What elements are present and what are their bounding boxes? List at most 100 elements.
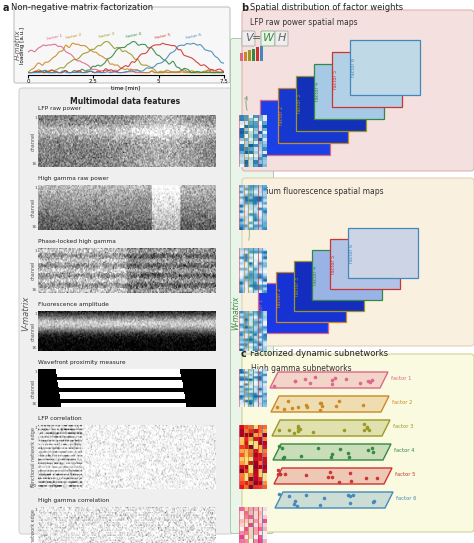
Point bbox=[302, 470, 310, 479]
FancyBboxPatch shape bbox=[14, 7, 230, 83]
FancyBboxPatch shape bbox=[230, 39, 273, 534]
Text: factor 6: factor 6 bbox=[185, 33, 202, 40]
Text: c: c bbox=[241, 349, 247, 359]
Point bbox=[315, 444, 322, 452]
Text: channel: channel bbox=[31, 131, 36, 151]
Polygon shape bbox=[275, 492, 393, 508]
Point bbox=[285, 426, 293, 435]
Point bbox=[280, 404, 287, 413]
Point bbox=[328, 450, 336, 459]
Text: Calcium fluorescence spatial maps: Calcium fluorescence spatial maps bbox=[250, 187, 383, 196]
Point bbox=[370, 448, 377, 457]
Point bbox=[369, 497, 377, 506]
Text: High gamma correlation: High gamma correlation bbox=[38, 498, 109, 503]
Text: 1: 1 bbox=[34, 249, 37, 253]
Point bbox=[335, 397, 342, 406]
Point bbox=[274, 470, 282, 478]
FancyBboxPatch shape bbox=[242, 354, 474, 532]
Y-axis label: loading [a.u.]: loading [a.u.] bbox=[20, 27, 25, 64]
Bar bbox=[348, 228, 418, 278]
Text: Drug
application: Drug application bbox=[260, 319, 291, 330]
Text: factor 1: factor 1 bbox=[259, 299, 264, 318]
Point bbox=[318, 401, 326, 410]
Point bbox=[275, 442, 283, 451]
Point bbox=[374, 473, 381, 482]
Point bbox=[366, 377, 374, 386]
Point bbox=[368, 376, 376, 384]
Point bbox=[306, 379, 314, 388]
Point bbox=[362, 473, 370, 482]
Text: V-matrix: V-matrix bbox=[21, 295, 30, 331]
Text: LFP correlation: LFP correlation bbox=[38, 416, 82, 421]
Text: 16: 16 bbox=[31, 402, 37, 406]
Point bbox=[271, 382, 278, 390]
Text: 1: 1 bbox=[34, 312, 37, 316]
Point bbox=[344, 449, 352, 458]
Point bbox=[328, 472, 336, 481]
Text: LFP raw power spatial maps: LFP raw power spatial maps bbox=[250, 18, 357, 27]
Text: 16: 16 bbox=[31, 288, 37, 292]
Point bbox=[309, 427, 317, 436]
Point bbox=[288, 403, 296, 412]
Point bbox=[301, 375, 309, 384]
Point bbox=[340, 426, 347, 434]
Text: factor 4: factor 4 bbox=[394, 448, 414, 453]
Text: Spatial distribution of factor weights: Spatial distribution of factor weights bbox=[250, 3, 403, 12]
Point bbox=[349, 491, 356, 500]
Point bbox=[327, 453, 335, 462]
Text: 1: 1 bbox=[34, 426, 37, 430]
Bar bbox=[252, 48, 255, 61]
Point bbox=[285, 492, 293, 501]
Bar bbox=[240, 53, 243, 61]
Point bbox=[281, 453, 288, 462]
Point bbox=[297, 425, 304, 433]
Point bbox=[317, 405, 324, 414]
Text: factor 4: factor 4 bbox=[313, 266, 318, 285]
Point bbox=[292, 376, 299, 385]
Text: H-matrix: H-matrix bbox=[15, 30, 21, 60]
FancyBboxPatch shape bbox=[261, 31, 275, 46]
Point bbox=[281, 470, 289, 478]
Text: LFP raw power: LFP raw power bbox=[38, 106, 81, 111]
Text: factor 2: factor 2 bbox=[277, 287, 282, 307]
Point bbox=[365, 426, 373, 434]
Text: H: H bbox=[278, 33, 286, 43]
Polygon shape bbox=[274, 468, 392, 484]
Text: High gamma raw power: High gamma raw power bbox=[38, 176, 109, 181]
Text: factor 3: factor 3 bbox=[295, 276, 300, 295]
Text: V: V bbox=[245, 33, 252, 43]
Point bbox=[294, 402, 302, 411]
Text: channel: channel bbox=[31, 261, 36, 280]
Point bbox=[294, 421, 302, 430]
FancyBboxPatch shape bbox=[275, 31, 288, 46]
Text: b: b bbox=[241, 3, 248, 13]
Point bbox=[331, 374, 338, 382]
Polygon shape bbox=[270, 372, 388, 388]
Point bbox=[290, 500, 298, 508]
Polygon shape bbox=[273, 444, 391, 460]
Text: factor 2: factor 2 bbox=[65, 33, 82, 40]
FancyBboxPatch shape bbox=[242, 10, 474, 171]
Bar bbox=[312, 250, 382, 300]
Text: Drug
application: Drug application bbox=[262, 141, 292, 152]
FancyBboxPatch shape bbox=[242, 178, 474, 346]
Point bbox=[344, 490, 351, 499]
Text: factor 5: factor 5 bbox=[331, 255, 336, 274]
Text: factor 5: factor 5 bbox=[395, 472, 416, 477]
Bar bbox=[248, 50, 251, 61]
Text: factor 6: factor 6 bbox=[351, 58, 356, 77]
Point bbox=[311, 372, 319, 381]
Point bbox=[294, 424, 302, 432]
Point bbox=[364, 424, 371, 432]
Text: W-matrix: W-matrix bbox=[231, 296, 240, 330]
FancyBboxPatch shape bbox=[19, 88, 233, 534]
Text: Fluorescence amplitude: Fluorescence amplitude bbox=[38, 302, 109, 307]
Point bbox=[328, 380, 336, 388]
Point bbox=[363, 422, 371, 431]
Text: 120: 120 bbox=[29, 484, 37, 488]
Point bbox=[274, 466, 282, 475]
Text: factor 5: factor 5 bbox=[333, 70, 338, 89]
Point bbox=[327, 468, 334, 476]
Point bbox=[293, 501, 301, 510]
Point bbox=[294, 427, 302, 435]
